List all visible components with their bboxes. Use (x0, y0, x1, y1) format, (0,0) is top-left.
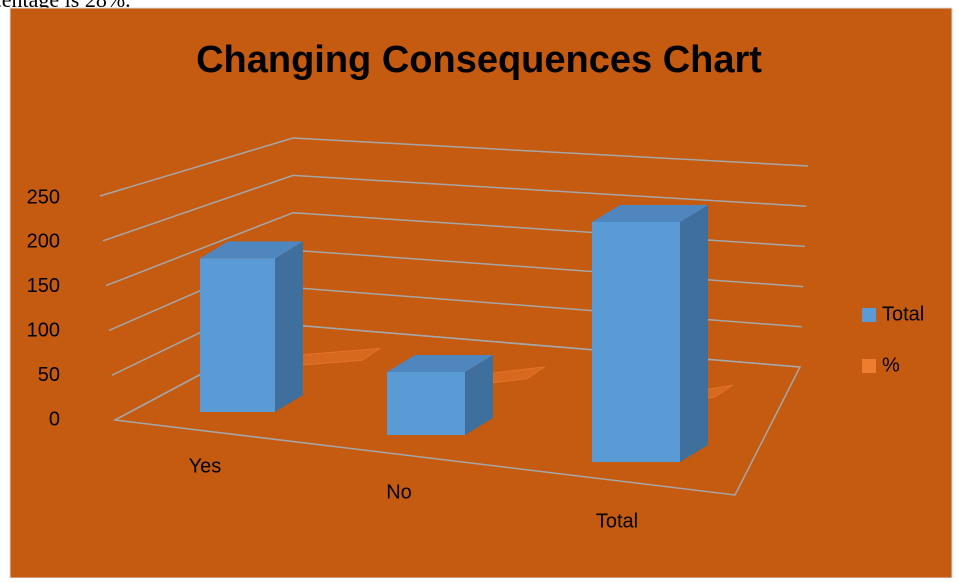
legend-swatch (862, 308, 876, 322)
y-tick-label: 100 (27, 319, 60, 341)
grid-line (102, 174, 807, 242)
bar-top (200, 241, 303, 259)
y-tick-label: 250 (27, 186, 60, 208)
bar-top (592, 205, 708, 222)
bar-side (465, 355, 493, 435)
bar-top (387, 355, 493, 373)
x-tick-label: No (386, 481, 412, 503)
bar-side (680, 205, 708, 462)
x-tick-label: Total (596, 510, 638, 532)
bar (200, 258, 275, 412)
x-tick-label: Yes (189, 455, 222, 477)
chart-area (9, 7, 953, 579)
chart-title: Changing Consequences Chart (196, 39, 762, 81)
grid-line (99, 137, 809, 197)
bar (387, 372, 465, 435)
y-tick-label: 200 (27, 231, 60, 253)
y-tick-label: 150 (27, 275, 60, 297)
legend-label: % (882, 354, 900, 376)
legend-swatch (862, 359, 876, 373)
y-tick-label: 50 (38, 364, 60, 386)
y-tick-label: 0 (49, 408, 60, 430)
bar-side (275, 241, 303, 412)
bar (592, 222, 680, 462)
legend-label: Total (882, 303, 924, 325)
